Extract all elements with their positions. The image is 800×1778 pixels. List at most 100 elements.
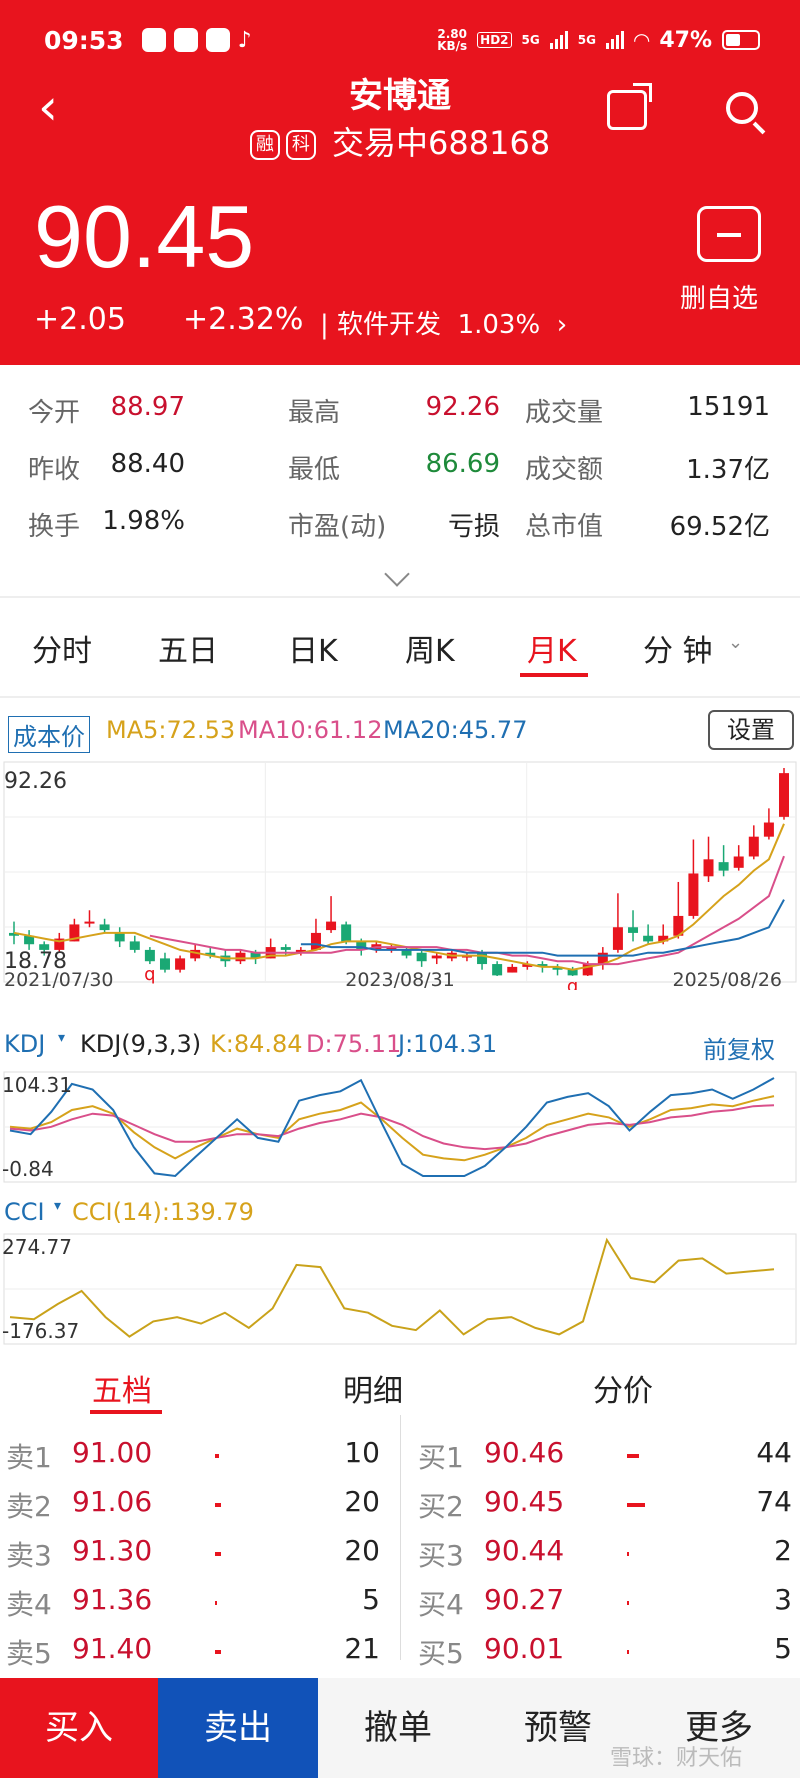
volume-bar	[627, 1601, 629, 1605]
tab-period[interactable]: 月K	[527, 634, 577, 669]
expand-icon[interactable]	[384, 561, 410, 587]
level-qty: 44	[756, 1436, 792, 1469]
tab-period[interactable]: 分时	[32, 634, 92, 669]
signal-bars-icon	[549, 31, 568, 49]
candle	[748, 825, 759, 860]
tab-detail[interactable]: 明细	[343, 1374, 403, 1409]
alert-button[interactable]: 预警	[524, 1708, 592, 1748]
dropdown-icon[interactable]: ▾	[54, 1198, 62, 1214]
candle-body	[190, 949, 201, 959]
candle-body	[628, 927, 639, 933]
remove-watchlist-label[interactable]: 删自选	[680, 284, 759, 314]
level-label: 买2	[418, 1490, 464, 1523]
signal-5g: 5G	[521, 33, 540, 47]
candle	[129, 935, 140, 953]
volume-bar	[215, 1503, 221, 1507]
wifi-icon: ◠	[633, 28, 650, 52]
candle-body	[341, 924, 352, 942]
candle-body	[779, 773, 789, 817]
candle	[492, 961, 503, 976]
cost-price-button[interactable]: 成本价	[8, 716, 90, 753]
stat-label: 昨收	[28, 455, 81, 485]
volume-bar	[215, 1552, 221, 1556]
volume-bar	[215, 1454, 219, 1458]
kdj-params: KDJ(9,3,3)	[80, 1030, 202, 1058]
orderbook-row[interactable]: 买1 90.46 44	[0, 1430, 800, 1480]
volume-bar	[215, 1650, 221, 1654]
level-price: 90.46	[484, 1436, 565, 1469]
orderbook-row[interactable]: 卖2 91.06 20	[0, 1479, 800, 1529]
tab-period[interactable]: 日K	[288, 634, 338, 669]
industry-link[interactable]: | 软件开发 1.03% ›	[320, 310, 568, 340]
volume-bar	[627, 1552, 629, 1556]
orderbook-row[interactable]: 买4 90.27 3	[0, 1577, 800, 1627]
tab-price-dist[interactable]: 分价	[593, 1374, 653, 1409]
y-min-label: 18.78	[4, 949, 67, 974]
candle-body	[416, 952, 427, 962]
y-max-label: 92.26	[4, 769, 67, 794]
orderbook-row[interactable]: 卖1 91.00 10	[0, 1430, 800, 1480]
candle-body	[597, 952, 608, 965]
candle-body	[537, 964, 548, 967]
orderbook-row[interactable]: 卖4 91.36 5	[0, 1577, 800, 1627]
volume-bar	[627, 1503, 645, 1507]
candle-body	[235, 952, 246, 962]
candle-body	[718, 862, 729, 871]
tab-period[interactable]: 周K	[405, 634, 455, 669]
stat-value: 88.40	[110, 449, 185, 479]
sell-button[interactable]: 卖出	[158, 1678, 318, 1778]
stock-header: 09:53 ♪ 2.80 KB/s HD2 5G 5G ◠ 47% ‹ 安博通 融…	[0, 0, 800, 365]
y-min-label: -176.37	[2, 1319, 79, 1343]
x-axis-label: 2021/07/30	[4, 969, 114, 990]
level-price: 91.06	[72, 1485, 153, 1518]
search-icon[interactable]	[726, 92, 758, 124]
kdj-chart: 104.31 -0.84	[2, 1071, 797, 1183]
more-button[interactable]: 更多	[685, 1708, 753, 1748]
app-icon	[141, 28, 166, 52]
back-icon[interactable]: ‹	[38, 78, 58, 136]
candle	[718, 845, 729, 877]
kdj-selector[interactable]: KDJ	[4, 1030, 46, 1058]
candle-body	[703, 859, 714, 877]
stat-value: 1.98%	[102, 506, 185, 536]
level-qty: 2	[774, 1534, 792, 1567]
remove-watchlist-icon[interactable]	[697, 206, 761, 262]
trade-toolbar: 买入 卖出 撤单 预警 更多	[0, 1678, 800, 1778]
chevron-down-icon[interactable]: ⌄	[728, 632, 744, 653]
orderbook-row[interactable]: 买2 90.45 74	[0, 1479, 800, 1529]
settings-button[interactable]: 设置	[708, 710, 794, 750]
margin-tag: 融	[249, 130, 280, 160]
orderbook-row[interactable]: 卖3 91.30 20	[0, 1528, 800, 1578]
candle	[280, 944, 291, 956]
candle-body	[69, 924, 80, 942]
dropdown-icon[interactable]: ▾	[58, 1030, 66, 1046]
level-label: 卖2	[6, 1490, 52, 1523]
stat-label: 成交量	[525, 398, 604, 428]
tab-period[interactable]: 分 钟	[643, 634, 713, 669]
level-label: 买1	[418, 1441, 464, 1474]
level-price: 91.36	[72, 1583, 153, 1616]
tab-period[interactable]: 五日	[158, 634, 218, 669]
level-price: 90.44	[484, 1534, 565, 1567]
share-icon[interactable]	[607, 90, 647, 130]
ma-legend: 成本价 MA5:72.53 MA10:61.12 MA20:45.77	[0, 712, 800, 753]
orderbook-row[interactable]: 买5 90.01 5	[0, 1626, 800, 1676]
buy-button[interactable]: 买入	[0, 1678, 158, 1778]
tab-level5[interactable]: 五档	[92, 1374, 152, 1409]
candle-body	[144, 949, 155, 962]
cancel-order-button[interactable]: 撤单	[364, 1708, 432, 1748]
stats-row: 换手 1.98% 市盈(动) 亏损 总市值 69.52亿	[0, 494, 800, 551]
candle	[552, 964, 563, 976]
level-label: 买4	[418, 1588, 464, 1621]
orderbook-row[interactable]: 卖5 91.40 21	[0, 1626, 800, 1676]
candle-body	[175, 958, 186, 970]
cci-selector[interactable]: CCI	[4, 1198, 45, 1226]
level-qty: 5	[774, 1632, 792, 1665]
divider	[0, 596, 800, 598]
y-max-label: 104.31	[2, 1073, 72, 1097]
adjust-mode[interactable]: 前复权	[703, 1036, 775, 1064]
orderbook-row[interactable]: 买3 90.44 2	[0, 1528, 800, 1578]
candle-body	[748, 836, 759, 857]
volume-bar	[627, 1650, 629, 1654]
